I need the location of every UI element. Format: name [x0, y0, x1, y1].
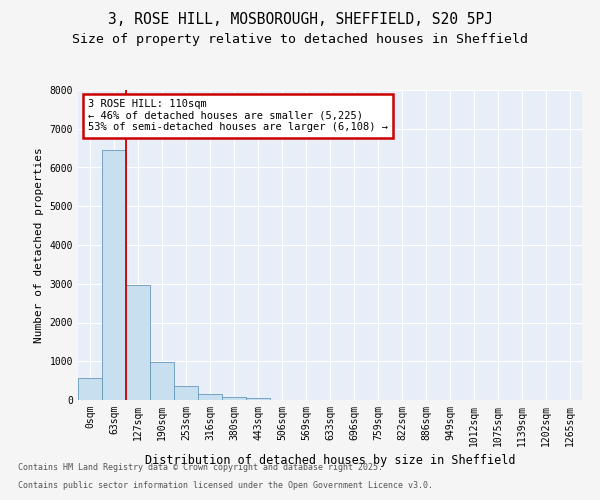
- Bar: [78, 378, 102, 400]
- Text: Contains HM Land Registry data © Crown copyright and database right 2025.: Contains HM Land Registry data © Crown c…: [18, 464, 383, 472]
- Bar: [222, 397, 246, 400]
- Y-axis label: Number of detached properties: Number of detached properties: [34, 147, 44, 343]
- Text: 3, ROSE HILL, MOSBOROUGH, SHEFFIELD, S20 5PJ: 3, ROSE HILL, MOSBOROUGH, SHEFFIELD, S20…: [107, 12, 493, 28]
- Text: 3 ROSE HILL: 110sqm
← 46% of detached houses are smaller (5,225)
53% of semi-det: 3 ROSE HILL: 110sqm ← 46% of detached ho…: [88, 100, 388, 132]
- Bar: [150, 362, 174, 400]
- X-axis label: Distribution of detached houses by size in Sheffield: Distribution of detached houses by size …: [145, 454, 515, 468]
- Bar: [246, 398, 270, 400]
- Bar: [102, 150, 126, 400]
- Text: Contains public sector information licensed under the Open Government Licence v3: Contains public sector information licen…: [18, 481, 433, 490]
- Bar: [126, 284, 150, 400]
- Bar: [174, 386, 198, 400]
- Text: Size of property relative to detached houses in Sheffield: Size of property relative to detached ho…: [72, 32, 528, 46]
- Bar: [198, 394, 222, 400]
